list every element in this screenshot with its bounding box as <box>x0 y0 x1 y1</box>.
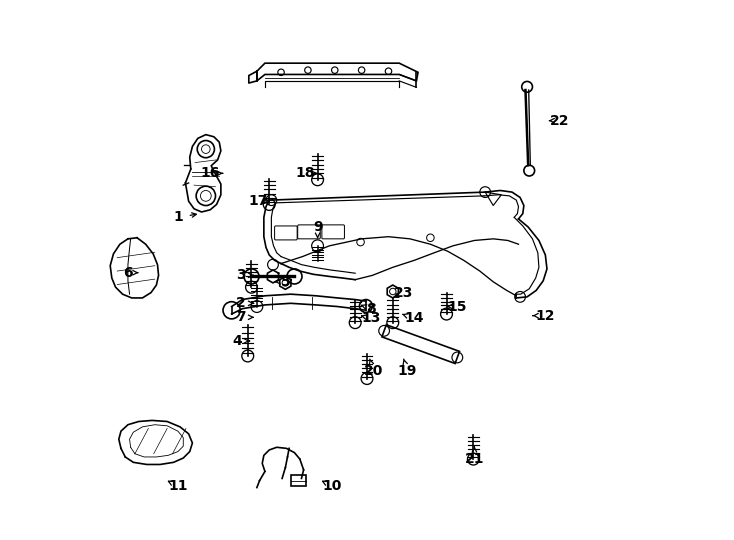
Text: 20: 20 <box>364 364 383 378</box>
Text: 15: 15 <box>448 300 467 314</box>
Text: 22: 22 <box>550 113 569 127</box>
Text: 4: 4 <box>232 334 242 348</box>
Text: 21: 21 <box>465 452 484 466</box>
Text: 8: 8 <box>366 302 376 316</box>
Text: 2: 2 <box>236 296 246 310</box>
Text: 11: 11 <box>168 479 188 493</box>
Text: 9: 9 <box>313 220 322 234</box>
Text: 23: 23 <box>394 286 413 300</box>
Text: 6: 6 <box>123 266 133 280</box>
Text: 3: 3 <box>236 268 246 282</box>
Text: 7: 7 <box>236 310 246 325</box>
Text: 5: 5 <box>280 275 290 289</box>
Text: 16: 16 <box>200 166 219 180</box>
Text: 1: 1 <box>173 211 183 224</box>
Text: 13: 13 <box>362 312 381 325</box>
Text: 12: 12 <box>536 309 555 323</box>
Text: 10: 10 <box>322 479 342 493</box>
Text: 19: 19 <box>398 364 417 378</box>
Text: 18: 18 <box>296 166 315 180</box>
Text: 14: 14 <box>404 312 424 325</box>
Text: 17: 17 <box>249 194 268 208</box>
